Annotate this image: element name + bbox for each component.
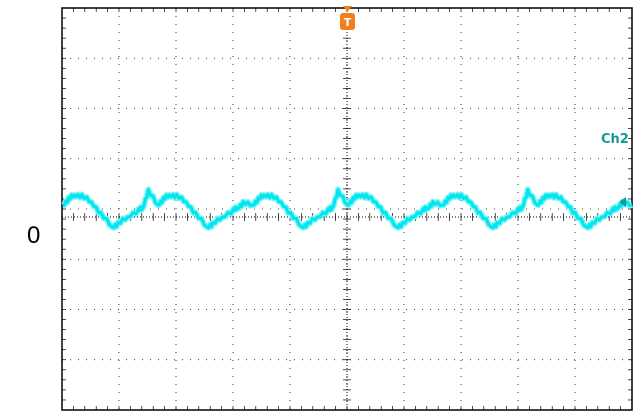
trace-line xyxy=(62,188,633,230)
trigger-label: T xyxy=(344,16,352,29)
trigger-position-icon xyxy=(343,6,352,12)
channel-level-arrow-icon[interactable] xyxy=(619,197,626,207)
channel-label-ch2: Ch2 xyxy=(601,132,629,147)
trigger-marker[interactable]: T xyxy=(340,6,355,30)
zero-level-label: 0 xyxy=(27,222,40,249)
channel-2-trace xyxy=(61,186,633,231)
trigger-badge xyxy=(340,13,355,30)
